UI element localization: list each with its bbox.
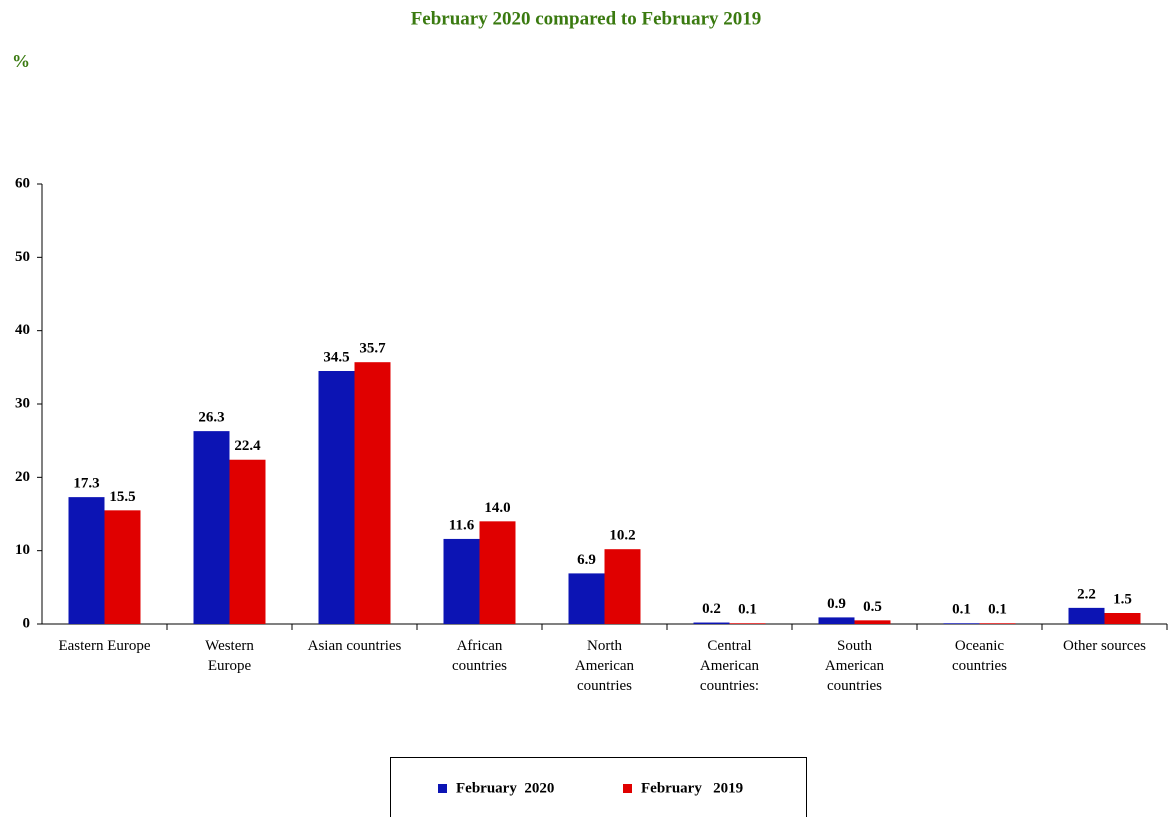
bar bbox=[693, 622, 730, 624]
data-label: 1.5 bbox=[1113, 591, 1132, 607]
bar bbox=[354, 362, 391, 624]
y-tick-label: 40 bbox=[15, 322, 30, 338]
x-tick-label: Asian countries bbox=[308, 638, 402, 654]
y-tick-label: 50 bbox=[15, 249, 30, 265]
data-label: 26.3 bbox=[198, 410, 224, 426]
bar bbox=[1104, 613, 1141, 624]
data-label: 0.1 bbox=[738, 602, 757, 618]
data-label: 6.9 bbox=[577, 552, 596, 568]
y-tick-label: 20 bbox=[15, 469, 30, 485]
y-tick-label: 10 bbox=[15, 542, 30, 558]
bar bbox=[104, 510, 141, 624]
x-tick-label: African countries bbox=[452, 638, 507, 674]
bar bbox=[729, 623, 766, 624]
data-label: 0.1 bbox=[952, 602, 971, 618]
data-label: 0.2 bbox=[702, 601, 721, 617]
x-tick-label: South American countries bbox=[825, 638, 885, 694]
bar bbox=[479, 521, 516, 624]
data-label: 2.2 bbox=[1077, 586, 1096, 602]
bar bbox=[443, 538, 480, 624]
data-label: 10.2 bbox=[609, 528, 635, 544]
legend-label: February 2020 bbox=[456, 780, 554, 796]
bar bbox=[229, 459, 266, 624]
y-tick-label: 30 bbox=[15, 395, 30, 411]
y-tick-label: 0 bbox=[23, 615, 31, 631]
x-tick-label: Western Europe bbox=[205, 638, 254, 674]
bar bbox=[193, 431, 230, 624]
data-label: 15.5 bbox=[109, 489, 135, 505]
bar bbox=[568, 573, 605, 624]
data-label: 22.4 bbox=[234, 438, 261, 454]
bar bbox=[979, 623, 1016, 624]
bar bbox=[318, 371, 355, 624]
data-label: 0.5 bbox=[863, 599, 882, 615]
x-tick-label: Oceanic countries bbox=[952, 638, 1007, 674]
x-tick-label: North American countries bbox=[575, 638, 635, 694]
legend-swatch bbox=[623, 784, 632, 793]
x-tick-label: Other sources bbox=[1063, 638, 1146, 654]
legend-label: February 2019 bbox=[641, 780, 743, 796]
data-label: 11.6 bbox=[449, 517, 475, 533]
bar bbox=[943, 623, 980, 624]
data-label: 17.3 bbox=[73, 476, 99, 492]
bar bbox=[68, 497, 105, 624]
bar bbox=[854, 620, 891, 624]
legend-box bbox=[390, 757, 807, 817]
bar bbox=[1068, 607, 1105, 624]
y-tick-label: 60 bbox=[15, 175, 30, 191]
legend-swatch bbox=[438, 784, 447, 793]
data-label: 0.1 bbox=[988, 602, 1007, 618]
x-tick-label: Eastern Europe bbox=[58, 638, 150, 654]
data-label: 14.0 bbox=[484, 500, 510, 516]
data-label: 34.5 bbox=[323, 349, 349, 365]
x-tick-label: Central American countries: bbox=[700, 638, 760, 694]
y-axis-label: % bbox=[12, 51, 30, 71]
data-label: 35.7 bbox=[359, 341, 386, 357]
bar bbox=[818, 617, 855, 624]
chart-title: February 2020 compared to February 2019 bbox=[411, 8, 762, 29]
data-label: 0.9 bbox=[827, 596, 846, 612]
bar bbox=[604, 549, 641, 624]
